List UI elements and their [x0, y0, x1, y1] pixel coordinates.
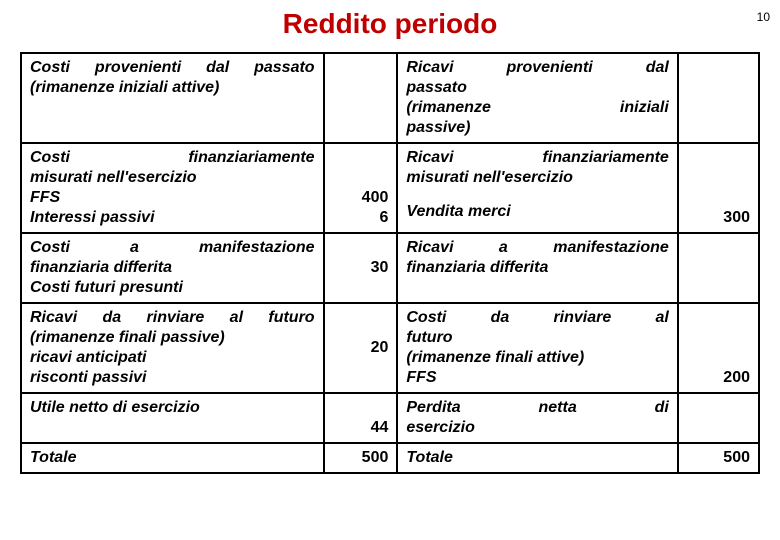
- cost-label: Ricavi da rinviare al futuro(rimanenze f…: [21, 303, 324, 393]
- table-row: Ricavi da rinviare al futuro(rimanenze f…: [21, 303, 759, 393]
- cost-value: 44: [324, 393, 398, 443]
- table-row: Costi a manifestazionefinanziaria differ…: [21, 233, 759, 303]
- revenue-label: Ricavi provenienti dalpassato(rimanenze …: [397, 53, 677, 143]
- revenue-value: [678, 393, 759, 443]
- cost-value: 20: [324, 303, 398, 393]
- table-row: Utile netto di esercizio44Perdita netta …: [21, 393, 759, 443]
- revenue-label: Costi da rinviare alfuturo(rimanenze fin…: [397, 303, 677, 393]
- cost-label: Totale: [21, 443, 324, 473]
- cost-value: 30: [324, 233, 398, 303]
- cost-label: Costi provenienti dal passato(rimanenze …: [21, 53, 324, 143]
- cost-value: [324, 53, 398, 143]
- cost-label: Costi a manifestazionefinanziaria differ…: [21, 233, 324, 303]
- revenue-label: Perdita netta diesercizio: [397, 393, 677, 443]
- income-table: Costi provenienti dal passato(rimanenze …: [20, 52, 760, 474]
- revenue-label: Totale: [397, 443, 677, 473]
- cost-label: Costi finanziariamentemisurati nell'eser…: [21, 143, 324, 233]
- table-row: Costi provenienti dal passato(rimanenze …: [21, 53, 759, 143]
- slide: 10 Reddito periodo Costi provenienti dal…: [0, 0, 780, 540]
- revenue-value: 200: [678, 303, 759, 393]
- revenue-value: [678, 233, 759, 303]
- revenue-value: 500: [678, 443, 759, 473]
- cost-value: 400 6: [324, 143, 398, 233]
- revenue-value: [678, 53, 759, 143]
- revenue-label: Ricavi a manifestazionefinanziaria diffe…: [397, 233, 677, 303]
- table-row: Costi finanziariamentemisurati nell'eser…: [21, 143, 759, 233]
- revenue-label: Ricavi finanziariamentemisurati nell'ese…: [397, 143, 677, 233]
- page-number: 10: [757, 10, 770, 24]
- cost-value: 500: [324, 443, 398, 473]
- table-row: Totale500Totale500: [21, 443, 759, 473]
- revenue-value: 300: [678, 143, 759, 233]
- page-title: Reddito periodo: [20, 8, 760, 40]
- cost-label: Utile netto di esercizio: [21, 393, 324, 443]
